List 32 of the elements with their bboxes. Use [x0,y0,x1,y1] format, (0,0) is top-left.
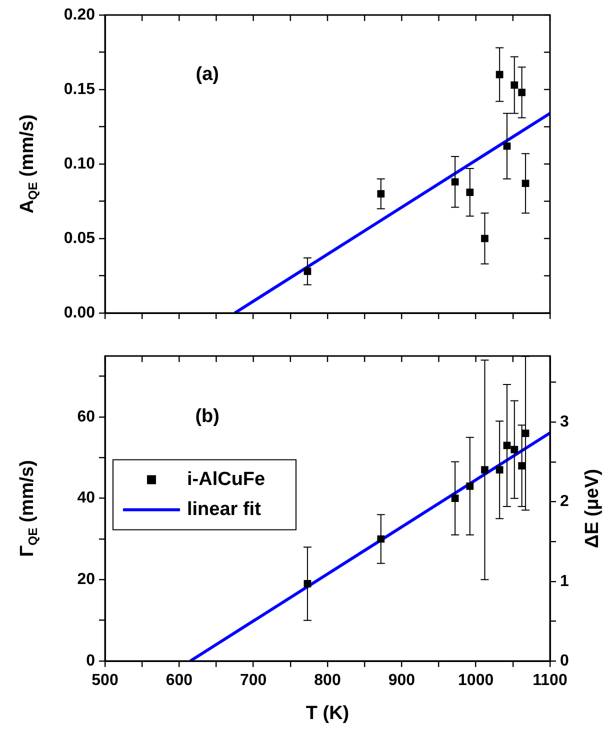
x-tick-label: 900 [388,672,416,690]
x-tick-label: 500 [92,672,118,690]
y2-tick-label: 1 [560,572,569,590]
x-tick-label: 1000 [458,672,494,690]
y-tick-label: 60 [77,408,96,426]
y2-tick-label: 3 [560,414,569,431]
x-tick-label: 600 [166,672,193,690]
x-axis-title: T (K) [306,703,350,724]
y-tick-label: 0.00 [64,304,96,322]
y-tick-label: 20 [77,571,96,588]
point [466,188,474,196]
y-tick-label: 0 [86,652,96,670]
y-axis-title: AQE (mm/s) [17,114,40,214]
legend-label: i-AlCuFe [187,468,266,490]
legend-label: linear fit [187,498,262,520]
y2-axis-title: ΔE (μeV) [582,468,604,548]
y2-tick-label: 0 [560,652,569,670]
point [377,190,385,198]
point [481,466,488,474]
y-axis-title: ΓQE (mm/s) [17,460,40,557]
y-tick-label: 0.20 [64,6,96,24]
x-tick-label: 1100 [532,672,568,690]
x-tick-label: 700 [240,672,267,690]
y-tick-label: 0.05 [64,230,96,247]
y2-tick-label: 2 [560,493,569,510]
annotation: (b) [195,406,220,428]
annotation: (a) [196,64,219,85]
y-tick-label: 0.15 [64,80,96,98]
y-tick-label: 40 [77,490,96,507]
y-tick-label: 0.10 [64,155,96,172]
x-tick-label: 800 [314,672,341,690]
point [466,482,474,490]
